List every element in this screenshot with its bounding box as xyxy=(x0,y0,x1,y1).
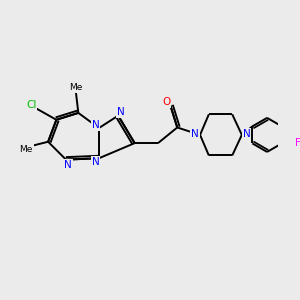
Text: N: N xyxy=(92,120,99,130)
Text: N: N xyxy=(191,128,199,139)
Text: Me: Me xyxy=(69,83,82,92)
Text: N: N xyxy=(64,160,72,170)
Text: N: N xyxy=(92,157,99,166)
Text: F: F xyxy=(296,138,300,148)
Text: N: N xyxy=(116,107,124,117)
Text: N: N xyxy=(243,128,251,139)
Text: Cl: Cl xyxy=(26,100,36,110)
Text: Me: Me xyxy=(20,145,33,154)
Text: O: O xyxy=(162,97,170,107)
